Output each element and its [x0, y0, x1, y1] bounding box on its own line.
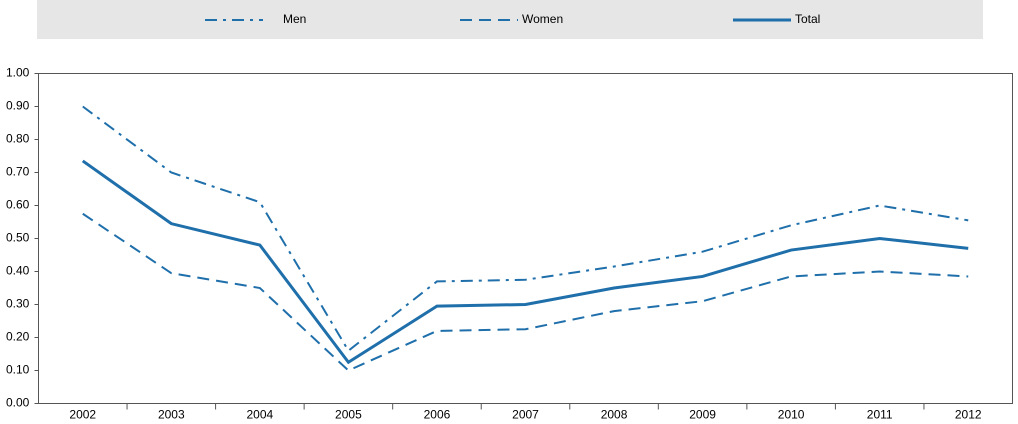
legend-label: Women	[522, 12, 563, 26]
x-tick-label: 2010	[778, 408, 805, 422]
x-tick-label: 2004	[247, 408, 274, 422]
y-tick-label: 0.00	[6, 396, 30, 410]
y-tick-label: 0.10	[6, 363, 30, 377]
plot-frame	[38, 73, 1013, 404]
line-series	[82, 212, 969, 372]
x-tick-label: 2003	[158, 408, 185, 422]
y-tick-label: 0.40	[6, 264, 30, 278]
legend-label: Men	[283, 12, 306, 26]
y-tick-label: 0.60	[6, 198, 30, 212]
y-tick-label: 0.20	[6, 330, 30, 344]
y-tick-label: 0.80	[6, 132, 30, 146]
legend-label: Total	[795, 12, 820, 26]
x-tick-label: 2002	[69, 408, 96, 422]
y-tick-label: 0.30	[6, 297, 30, 311]
y-tick-label: 0.70	[6, 165, 30, 179]
y-tick-label: 0.90	[6, 99, 30, 113]
x-tick-label: 2005	[335, 408, 362, 422]
line-series	[82, 105, 969, 353]
y-tick-label: 1.00	[6, 66, 30, 80]
x-tick-label: 2006	[424, 408, 451, 422]
x-tick-label: 2012	[955, 408, 982, 422]
x-tick-label: 2011	[867, 408, 893, 422]
y-tick-label: 0.50	[6, 231, 30, 245]
x-tick-label: 2009	[689, 408, 716, 422]
x-tick-label: 2007	[512, 408, 539, 422]
line-series	[81, 159, 969, 365]
x-tick-label: 2008	[601, 408, 628, 422]
